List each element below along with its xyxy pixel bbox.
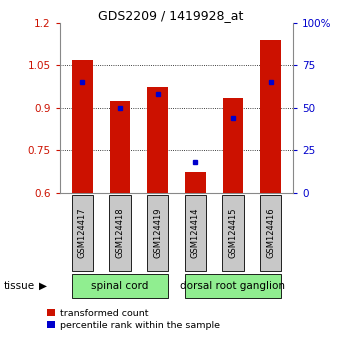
Bar [72, 195, 93, 271]
Text: GSM124416: GSM124416 [266, 207, 275, 258]
Bar [109, 101, 130, 193]
Bar [222, 195, 244, 271]
Text: spinal cord: spinal cord [91, 281, 149, 291]
Bar [260, 195, 281, 271]
Bar [147, 87, 168, 193]
Text: dorsal root ganglion: dorsal root ganglion [180, 281, 285, 291]
Bar [72, 274, 168, 298]
Bar [109, 195, 131, 271]
Bar [223, 98, 243, 193]
Bar [184, 195, 206, 271]
Text: GDS2209 / 1419928_at: GDS2209 / 1419928_at [98, 9, 243, 22]
Text: GSM124417: GSM124417 [78, 207, 87, 258]
Text: tissue: tissue [3, 281, 34, 291]
Bar [260, 40, 281, 193]
Bar [72, 60, 93, 193]
Text: GSM124419: GSM124419 [153, 207, 162, 258]
Bar [184, 274, 281, 298]
Bar [185, 172, 206, 193]
Text: GSM124415: GSM124415 [228, 207, 237, 258]
Legend: transformed count, percentile rank within the sample: transformed count, percentile rank withi… [47, 309, 220, 330]
Text: GSM124414: GSM124414 [191, 207, 200, 258]
Text: ▶: ▶ [39, 281, 47, 291]
Bar [147, 195, 168, 271]
Text: GSM124418: GSM124418 [116, 207, 124, 258]
